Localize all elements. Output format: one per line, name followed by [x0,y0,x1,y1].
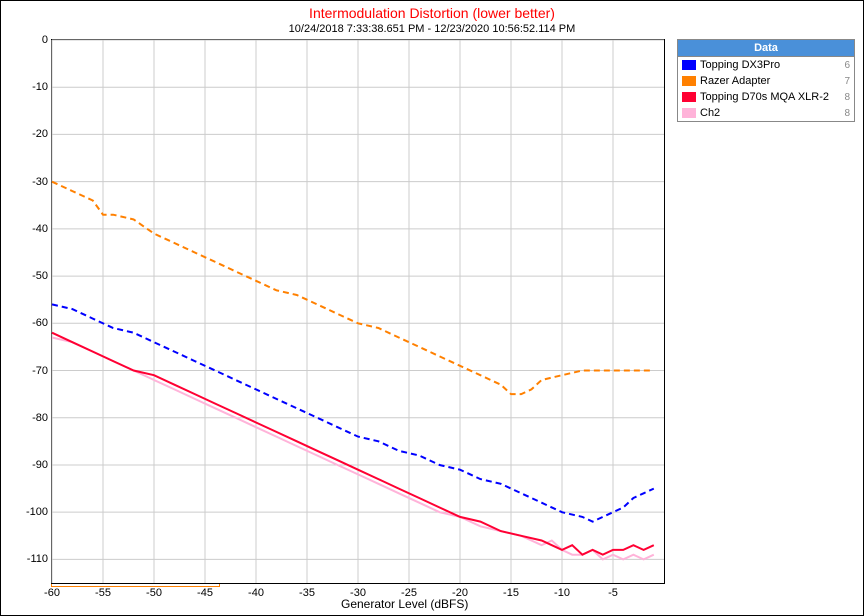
legend-swatch [682,60,696,70]
series-line [52,338,654,560]
y-tick: -90 [22,459,48,471]
x-tick: -35 [299,587,315,599]
y-tick: -110 [22,553,48,565]
legend-num: 8 [844,108,850,119]
legend-num: 8 [844,92,850,103]
y-tick: -30 [22,176,48,188]
x-tick: -50 [146,587,162,599]
x-tick: -5 [608,587,618,599]
x-tick: -30 [350,587,366,599]
chart-container: Intermodulation Distortion (lower better… [0,0,864,616]
plot-area: -60-55-50-45-40-35-30-25-20-15-10-50-10-… [51,39,665,584]
legend-row: Topping DX3Pro 6 [678,57,854,73]
legend-row: Ch2 8 [678,105,854,121]
x-tick: -25 [401,587,417,599]
legend-header: Data [678,40,854,57]
series-line [52,182,654,394]
x-axis-label: Generator Level (dBFS) [341,597,468,611]
x-tick: -10 [554,587,570,599]
x-tick: -45 [197,587,213,599]
y-tick: -80 [22,412,48,424]
x-tick: -40 [248,587,264,599]
y-tick: -100 [22,506,48,518]
legend-body: Topping DX3Pro 6 Razer Adapter 7 Topping… [678,57,854,121]
y-tick: -60 [22,317,48,329]
series-line [52,304,654,521]
legend: Data Topping DX3Pro 6 Razer Adapter 7 To… [677,39,855,122]
legend-label: Razer Adapter [700,75,840,87]
legend-row: Topping D70s MQA XLR-2 8 [678,89,854,105]
series-line [52,333,654,555]
legend-swatch [682,76,696,86]
x-tick: -60 [44,587,60,599]
legend-label: Topping D70s MQA XLR-2 [700,91,840,103]
y-tick: -10 [22,81,48,93]
legend-num: 6 [844,60,850,71]
legend-swatch [682,108,696,118]
chart-title: Intermodulation Distortion (lower better… [309,5,555,21]
legend-num: 7 [844,76,850,87]
x-tick: -15 [503,587,519,599]
legend-swatch [682,92,696,102]
legend-row: Razer Adapter 7 [678,73,854,89]
y-tick: -40 [22,223,48,235]
y-tick: 0 [22,34,48,46]
y-tick: -70 [22,365,48,377]
legend-label: Topping DX3Pro [700,59,840,71]
chart-timestamp: 10/24/2018 7:33:38.651 PM - 12/23/2020 1… [289,23,576,35]
x-tick: -20 [452,587,468,599]
y-tick: -50 [22,270,48,282]
legend-label: Ch2 [700,107,840,119]
y-tick: -20 [22,128,48,140]
x-tick: -55 [95,587,111,599]
series-svg [52,40,664,583]
